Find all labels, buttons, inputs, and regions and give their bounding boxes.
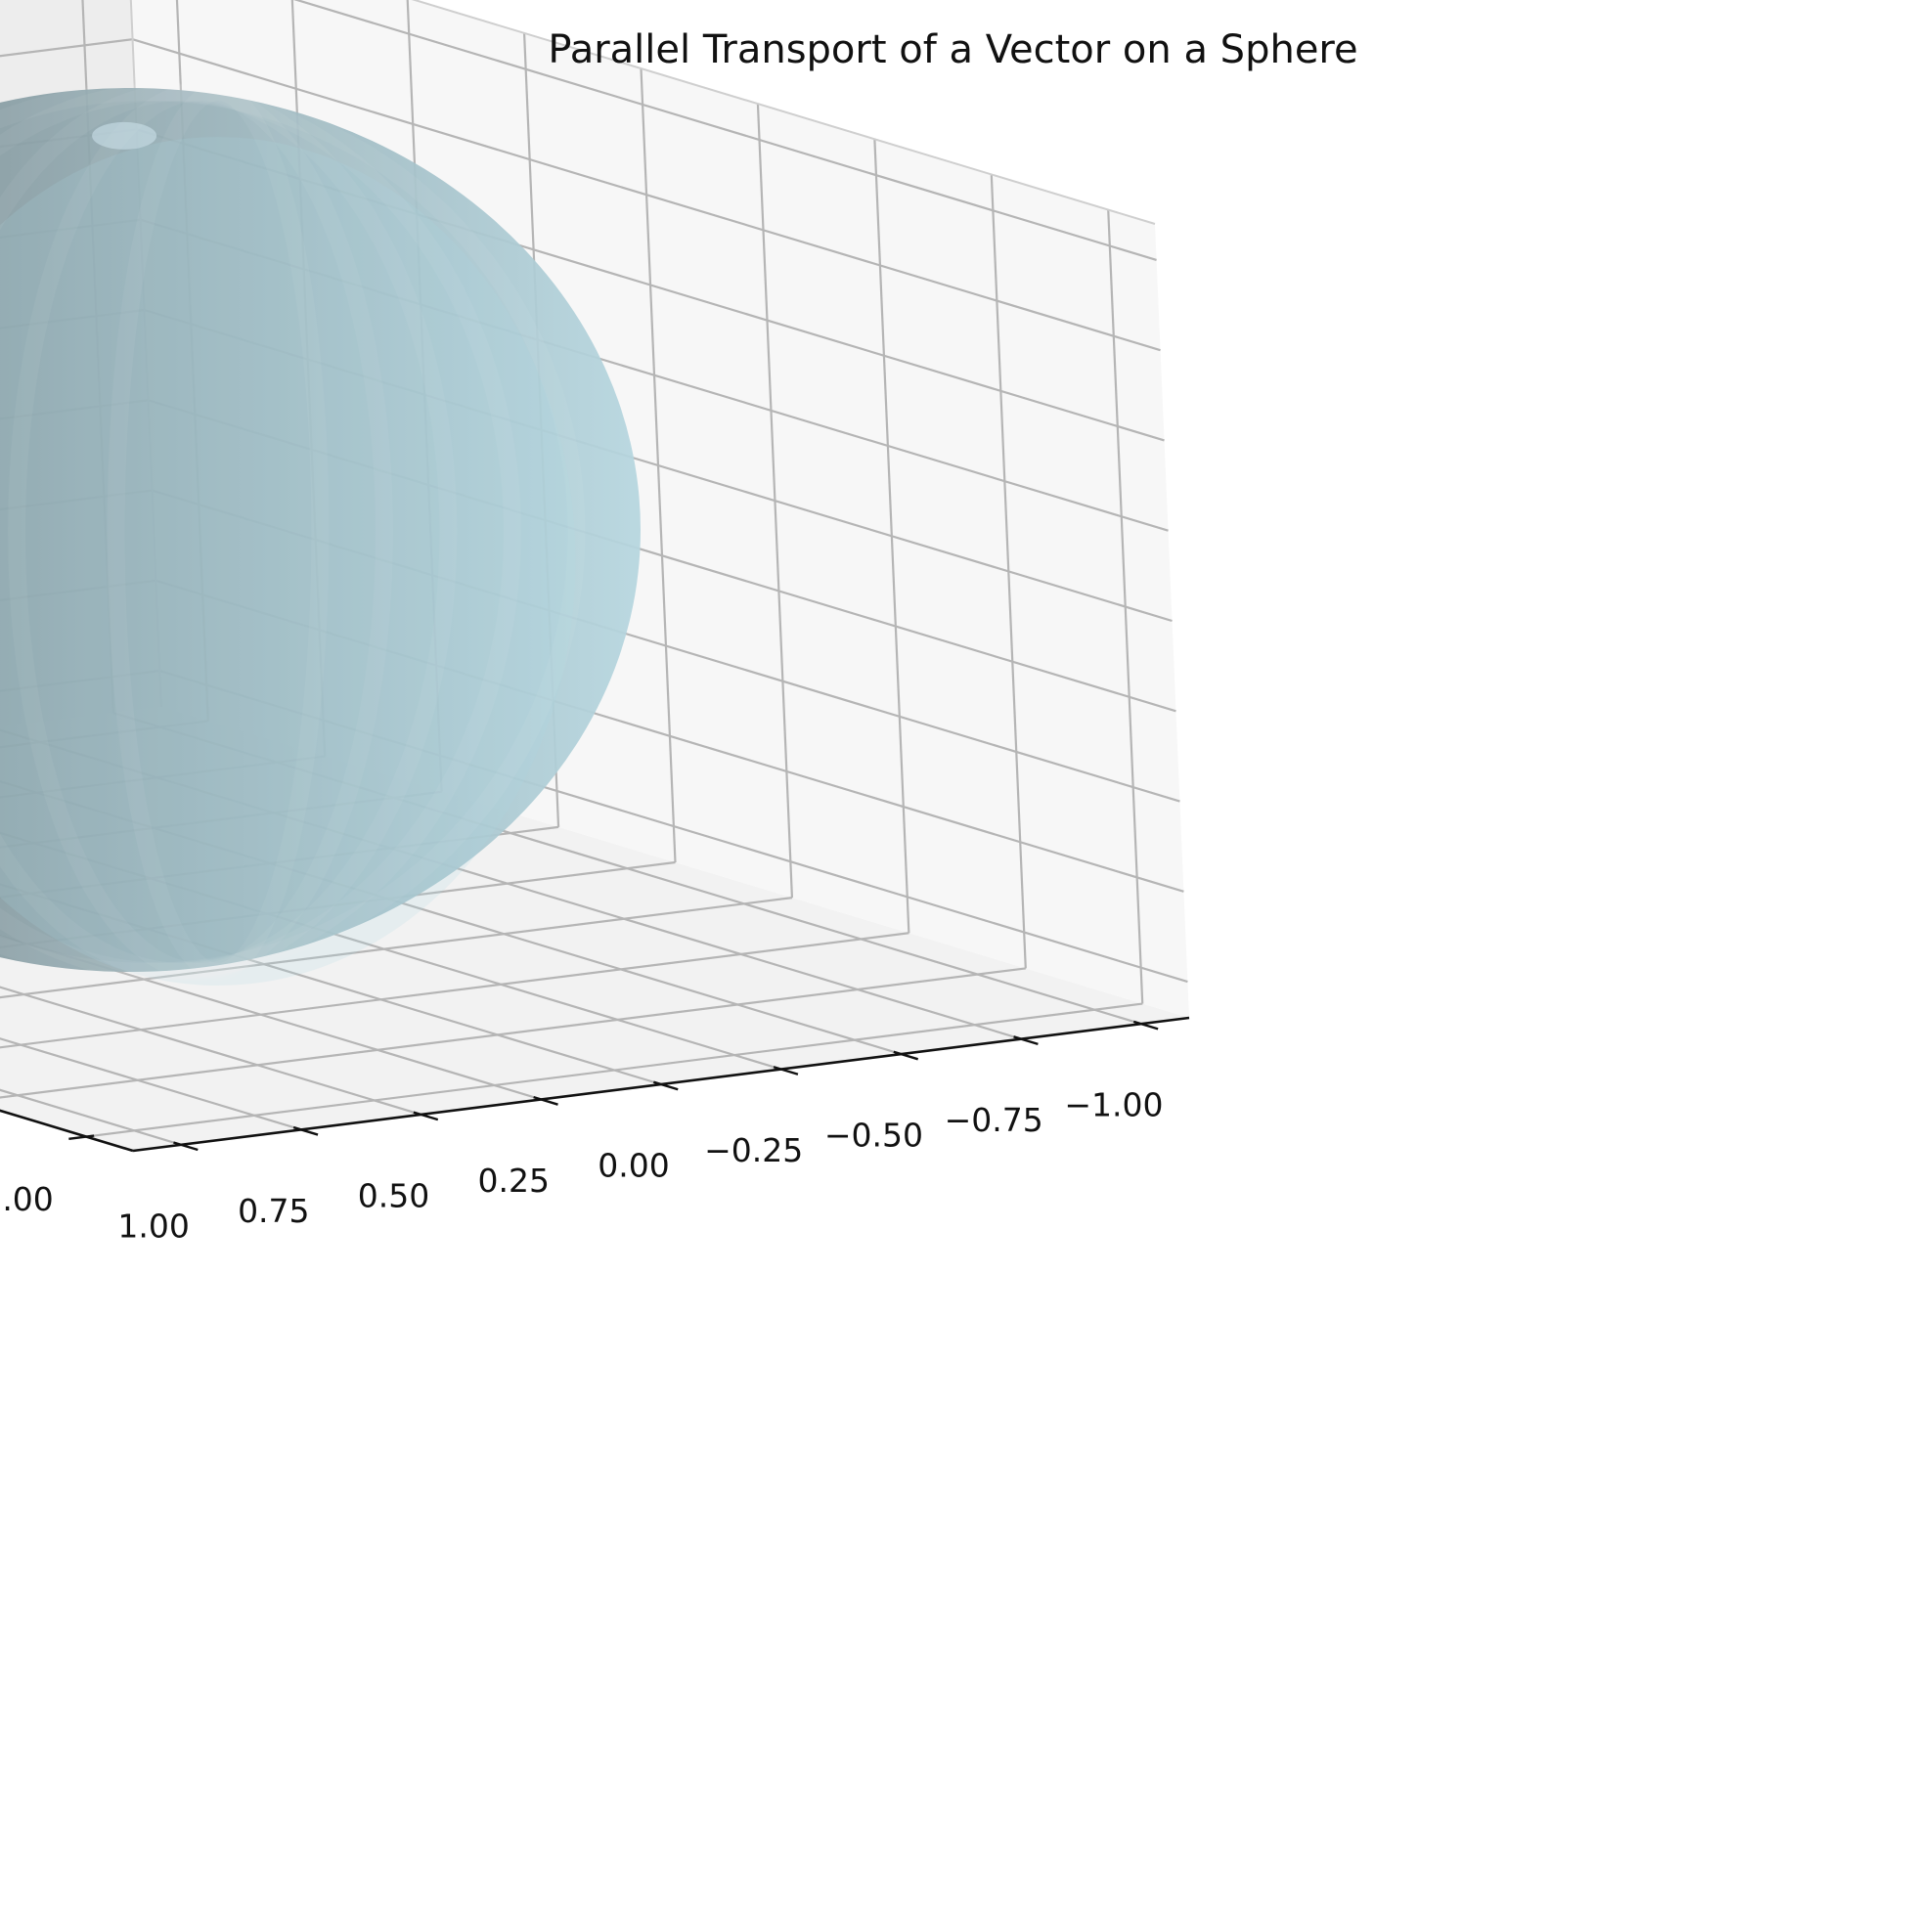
x-tick: [773, 1066, 799, 1076]
chart-title: Parallel Transport of a Vector on a Sphe…: [548, 27, 1358, 72]
sphere-surface: [0, 88, 641, 972]
sphere-highlight: [0, 137, 576, 986]
x-tick: [292, 1125, 319, 1136]
sphere-band: [0, 83, 521, 981]
x-tick-label: −0.75: [945, 1101, 1043, 1139]
x-tick: [533, 1095, 558, 1106]
x-tick-label: 0.75: [238, 1192, 309, 1230]
sphere-band: [107, 83, 330, 981]
gridline-y-floor: [0, 932, 909, 1049]
gridline-x-floor: [0, 986, 421, 1116]
sphere-band: [0, 83, 586, 981]
gridline-y-floor: [0, 897, 793, 999]
gridline-z-side: [132, 38, 1161, 352]
x-tick-label: 1.00: [117, 1207, 189, 1245]
x-tick: [173, 1141, 199, 1152]
y-tick-label: −1.00: [0, 1180, 54, 1218]
sphere-pole-cap: [92, 121, 157, 150]
gridline-x-floor: [0, 1088, 182, 1146]
x-tick-label: 0.50: [358, 1176, 429, 1214]
x-tick-label: 0.00: [598, 1147, 669, 1185]
x-tick-label: −0.25: [704, 1131, 803, 1169]
x-tick: [1013, 1035, 1039, 1045]
gridline-x-floor: [0, 1037, 302, 1131]
sphere-band: [8, 83, 393, 981]
x-tick: [1132, 1020, 1159, 1031]
x-tick-label: 0.25: [478, 1162, 550, 1200]
y-tick: [68, 1134, 95, 1140]
pane-edge: [411, 0, 1156, 225]
x-tick: [652, 1080, 679, 1091]
x-tick-label: −0.50: [824, 1117, 923, 1155]
x-tick: [893, 1050, 919, 1061]
gridline-z-side: [292, 0, 1157, 261]
gridline-y-floor: [0, 967, 1026, 1099]
sphere-band: [0, 83, 458, 981]
gridline-y-floor: [86, 1002, 1143, 1138]
x-tick-label: −1.00: [1064, 1086, 1163, 1124]
x-tick: [413, 1111, 439, 1121]
